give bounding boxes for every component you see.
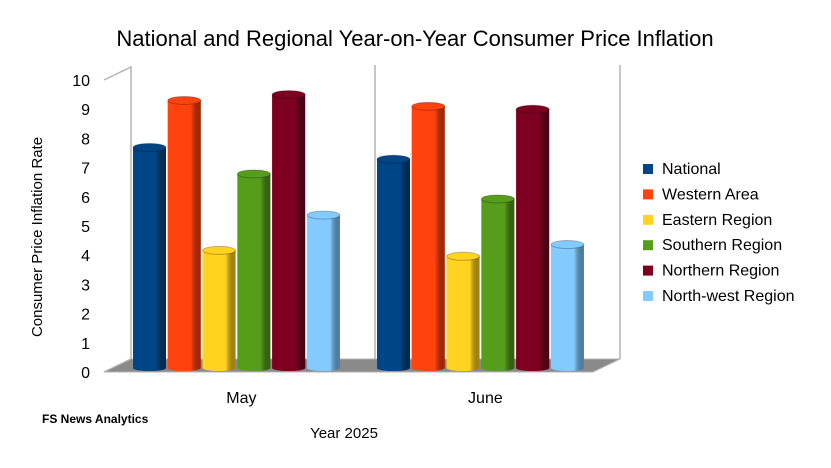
legend-swatch: [643, 265, 653, 276]
bar-shading: [551, 244, 584, 371]
bar-cap: [167, 95, 202, 105]
bar-shading: [377, 159, 410, 371]
x-tick-label: June: [468, 390, 503, 407]
legend-label: Northern Region: [662, 263, 779, 280]
bar-cap: [376, 154, 411, 164]
y-tick-label: 6: [81, 190, 90, 207]
legend-label: Western Area: [662, 186, 759, 203]
legend-label: Southern Region: [662, 237, 782, 254]
bar-cap: [550, 240, 585, 250]
legend-label: North-west Region: [662, 288, 795, 305]
bar-cap: [411, 101, 446, 111]
bar-cap: [446, 251, 481, 261]
bar-shading: [202, 250, 236, 371]
bar-cap: [271, 90, 306, 100]
legend-swatch: [643, 291, 653, 301]
y-tick-label: 2: [81, 307, 90, 324]
y-tick-label: 3: [81, 277, 90, 294]
bar-shading: [272, 94, 306, 371]
y-tick-label: 4: [81, 248, 90, 265]
bar-shading: [307, 215, 340, 371]
y-tick-label: 10: [72, 73, 90, 90]
legend-swatch: [643, 189, 653, 200]
y-tick-label: 8: [81, 131, 90, 148]
bar-shading: [516, 109, 550, 371]
y-tick-label: 5: [81, 219, 90, 236]
source-note: FS News Analytics: [42, 412, 149, 426]
chart-title: National and Regional Year-on-Year Consu…: [116, 26, 713, 51]
bar-cap: [236, 169, 271, 179]
bar-shading: [237, 173, 271, 371]
y-tick-label: 7: [81, 161, 90, 178]
y-tick-label: 0: [81, 365, 90, 382]
bar-shading: [481, 198, 515, 371]
bar-cap: [306, 210, 341, 220]
bar-cap: [515, 104, 550, 114]
x-tick-label: May: [226, 390, 256, 407]
bar-shading: [446, 256, 480, 371]
bar-cap: [480, 194, 515, 204]
legend-swatch: [643, 164, 653, 174]
y-axis-label: Consumer Price Inflation Rate: [29, 137, 46, 337]
bar-shading: [167, 100, 201, 372]
bar-cap: [202, 245, 237, 255]
x-axis-label: Year 2025: [310, 425, 378, 442]
legend-swatch: [643, 240, 653, 251]
bar-cap: [132, 143, 167, 152]
bar-shading: [133, 147, 166, 371]
y-tick-label: 9: [81, 102, 90, 119]
side-wall: [103, 65, 132, 373]
legend-label: Eastern Region: [662, 212, 772, 229]
y-tick-label: 1: [81, 336, 90, 353]
legend-label: National: [662, 161, 721, 178]
legend-swatch: [643, 214, 653, 225]
bar-shading: [411, 106, 445, 371]
